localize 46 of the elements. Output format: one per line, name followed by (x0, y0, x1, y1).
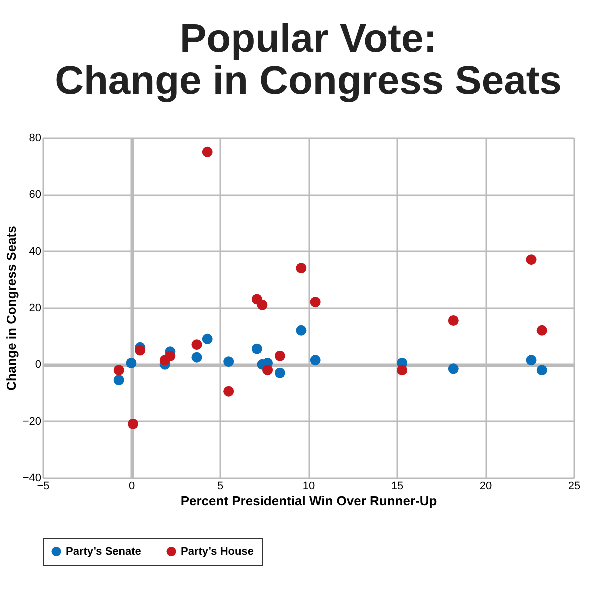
point (296, 263, 307, 274)
point (202, 146, 213, 158)
point (224, 386, 234, 397)
point (114, 365, 124, 376)
point (224, 356, 234, 368)
point (257, 300, 268, 310)
point (274, 368, 286, 378)
y-tick-label: 0 (35, 359, 42, 372)
x-tick-label: 10 (302, 480, 316, 492)
y-axis-title: Change in Congress Seats (4, 226, 19, 391)
y-tick-label: 40 (29, 246, 42, 258)
point (114, 375, 124, 386)
legend-label: Party’s Senate (66, 546, 142, 558)
point (126, 358, 137, 368)
point (536, 365, 548, 376)
point (397, 365, 408, 376)
y-tick-label: 60 (29, 189, 42, 202)
point (310, 297, 321, 308)
point (448, 316, 459, 326)
point (192, 352, 202, 363)
x-tick-label: 5 (217, 480, 224, 492)
y-tick-label: 80 (29, 132, 42, 144)
point (526, 355, 537, 366)
point (202, 334, 213, 344)
point (128, 418, 139, 430)
x-tick-label: 15 (391, 480, 404, 492)
x-axis-title: Percent Presidential Win Over Runner-Up (180, 494, 438, 508)
text: Change in Congress Seats (55, 59, 562, 103)
text: Popular Vote: (180, 17, 438, 61)
point (448, 364, 459, 374)
point (262, 365, 274, 376)
point (536, 325, 548, 336)
point (310, 355, 321, 366)
point (135, 345, 146, 356)
point (296, 325, 307, 336)
x-tick-label: 25 (568, 480, 581, 492)
x-tick-label: 0 (128, 480, 136, 492)
x-tick-label: 20 (480, 480, 492, 492)
y-tick-label: 20 (29, 302, 42, 314)
point (274, 350, 286, 362)
legend-label: Party’s House (181, 546, 254, 558)
y-tick-label: −20 (22, 416, 42, 428)
point (252, 344, 262, 354)
point (526, 254, 537, 266)
point (192, 340, 202, 350)
point (165, 350, 176, 362)
